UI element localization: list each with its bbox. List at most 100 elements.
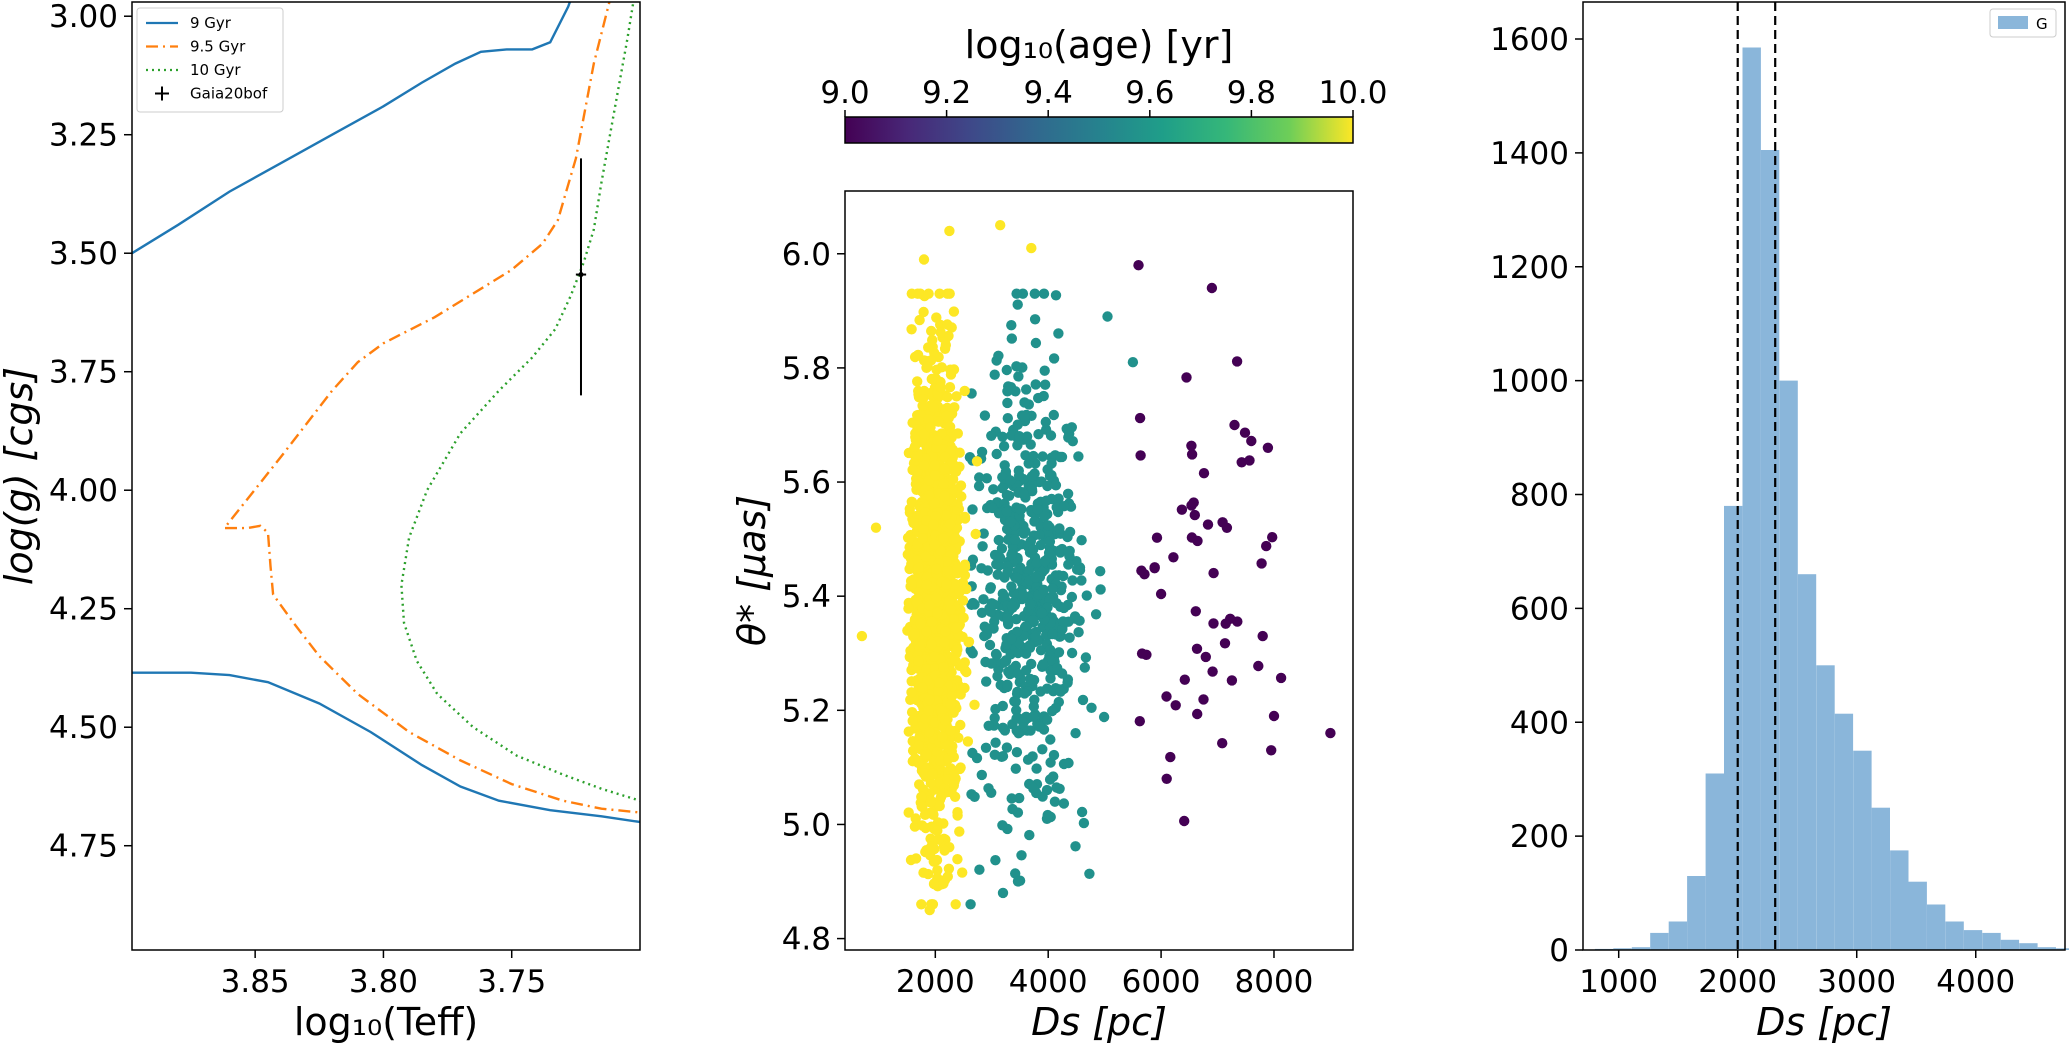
scatter-point: [918, 460, 930, 471]
scatter-point: [907, 464, 918, 476]
scatter-point: [1058, 501, 1070, 512]
scatter-point: [938, 878, 949, 889]
scatter-point: [1058, 798, 1070, 809]
scatter-point: [941, 410, 952, 422]
scatter-point: [1048, 771, 1059, 782]
scatter-point: [1006, 633, 1017, 645]
scatter-point: [1039, 365, 1050, 376]
scatter-point: [910, 853, 922, 864]
scatter-point: [1192, 535, 1203, 547]
scatter-point: [959, 385, 970, 397]
scatter-point: [932, 607, 943, 619]
scatter-point: [1058, 758, 1070, 770]
scatter-point: [993, 350, 1004, 361]
scatter-x-ticks: 2000 4000 6000 8000: [896, 950, 1313, 1000]
scatter-point: [986, 658, 997, 669]
scatter-point: [1035, 539, 1047, 551]
scatter-point: [1004, 668, 1016, 680]
histogram-bar: [1650, 932, 1669, 950]
scatter-point: [1208, 567, 1219, 579]
scatter-point: [952, 810, 963, 821]
legend-entry-label: Gaia20bof: [190, 85, 268, 103]
scatter-point: [916, 791, 927, 803]
scatter-point: [967, 747, 978, 759]
scatter-point: [918, 524, 929, 535]
scatter-point: [921, 749, 932, 760]
histogram-legend: G: [1989, 8, 2057, 38]
scatter-point: [1012, 668, 1024, 679]
scatter-point: [923, 490, 935, 501]
y-tick-label: 5.8: [782, 351, 831, 387]
isochrone-legend-box: [136, 7, 284, 113]
scatter-point: [970, 528, 981, 540]
y-tick-label: 800: [1510, 478, 1569, 514]
scatter-point: [1011, 361, 1022, 372]
y-tick-label: 5.0: [782, 807, 831, 843]
scatter-point: [1161, 691, 1172, 702]
scatter-point: [1066, 647, 1078, 659]
y-tick-label: 600: [1510, 591, 1569, 627]
scatter-point: [918, 768, 929, 779]
scatter-point: [1018, 488, 1029, 500]
y-tick-label: 5.6: [782, 465, 831, 501]
scatter-point: [1014, 792, 1025, 804]
histogram-panel-frame: [1582, 1, 2066, 951]
scatter-point: [938, 661, 949, 673]
scatter-point: [1011, 626, 1023, 637]
scatter-point: [1042, 520, 1054, 531]
scatter-point: [978, 594, 989, 605]
scatter-point: [1028, 783, 1039, 794]
y-tick-label: 5.4: [782, 579, 831, 615]
scatter-point: [1063, 546, 1074, 558]
scatter-point: [935, 327, 946, 338]
x-tick-label: 1000: [1579, 964, 1658, 1000]
scatter-point: [1050, 290, 1062, 301]
scatter-point: [980, 742, 992, 753]
scatter-point: [942, 288, 953, 299]
scatter-point: [1001, 742, 1013, 753]
scatter-point: [917, 533, 928, 544]
scatter-point: [856, 630, 868, 642]
scatter-point: [1053, 328, 1064, 339]
scatter-point: [976, 769, 987, 781]
scatter-point: [933, 416, 944, 427]
scatter-point: [903, 726, 914, 737]
scatter-point: [1006, 793, 1017, 804]
scatter-point: [1027, 751, 1038, 762]
legend-entry-label: 10 Gyr: [190, 61, 241, 79]
scatter-point: [1026, 471, 1038, 482]
scatter-point: [1020, 665, 1032, 676]
scatter-point: [1186, 440, 1197, 451]
scatter-point: [1047, 705, 1058, 717]
scatter-point: [989, 712, 1000, 724]
y-tick-label: 1600: [1490, 22, 1569, 58]
scatter-point: [916, 801, 927, 812]
scatter-point: [969, 699, 980, 710]
scatter-point: [1070, 728, 1081, 739]
x-tick-label: 6000: [1122, 964, 1201, 1000]
scatter-point: [998, 657, 1009, 668]
scatter-point: [971, 456, 983, 467]
y-tick-label: 3.75: [49, 355, 118, 391]
scatter-point: [1076, 575, 1087, 586]
scatter-point: [1025, 673, 1036, 685]
scatter-point: [1011, 572, 1022, 583]
scatter-point: [1033, 721, 1045, 732]
scatter-point: [906, 288, 917, 299]
y-tick-label: 3.50: [49, 236, 118, 272]
histogram-bar: [2056, 948, 2069, 950]
isochrone-x-axis-label: log₁₀(Teff): [294, 1000, 478, 1044]
scatter-point: [1006, 320, 1017, 331]
scatter-point: [1191, 643, 1203, 654]
colorbar-gradient: [844, 116, 1354, 144]
scatter-point: [925, 797, 936, 808]
scatter-point: [1005, 475, 1016, 486]
scatter-point: [1048, 409, 1060, 421]
scatter-point: [931, 364, 942, 375]
scatter-point: [1011, 288, 1022, 299]
isochrone-x-ticks: 3.85 3.80 3.75: [221, 950, 546, 1000]
scatter-point: [957, 595, 969, 606]
scatter-point: [939, 490, 950, 502]
scatter-point: [989, 369, 1000, 380]
scatter-point: [909, 441, 921, 452]
